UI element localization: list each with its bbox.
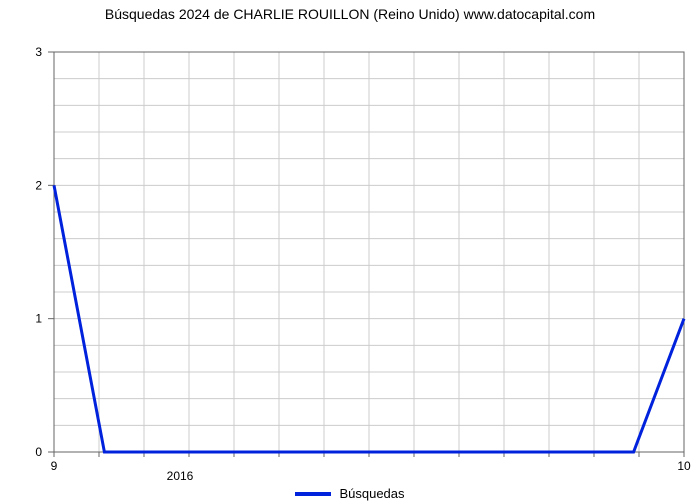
svg-text:2: 2 <box>35 178 42 192</box>
svg-text:0: 0 <box>35 445 42 459</box>
svg-text:3: 3 <box>35 45 42 59</box>
legend-label: Búsquedas <box>339 486 404 501</box>
svg-text:10: 10 <box>677 459 691 473</box>
svg-text:1: 1 <box>35 312 42 326</box>
svg-text:9: 9 <box>51 459 58 473</box>
chart-container: Búsquedas 2024 de CHARLIE ROUILLON (Rein… <box>0 0 700 500</box>
legend: Búsquedas <box>0 482 700 501</box>
chart-title: Búsquedas 2024 de CHARLIE ROUILLON (Rein… <box>0 0 700 22</box>
svg-text:2016: 2016 <box>167 469 194 482</box>
line-chart: 0 1 2 3 9 10 2016 <box>0 22 700 482</box>
legend-swatch <box>295 492 331 496</box>
